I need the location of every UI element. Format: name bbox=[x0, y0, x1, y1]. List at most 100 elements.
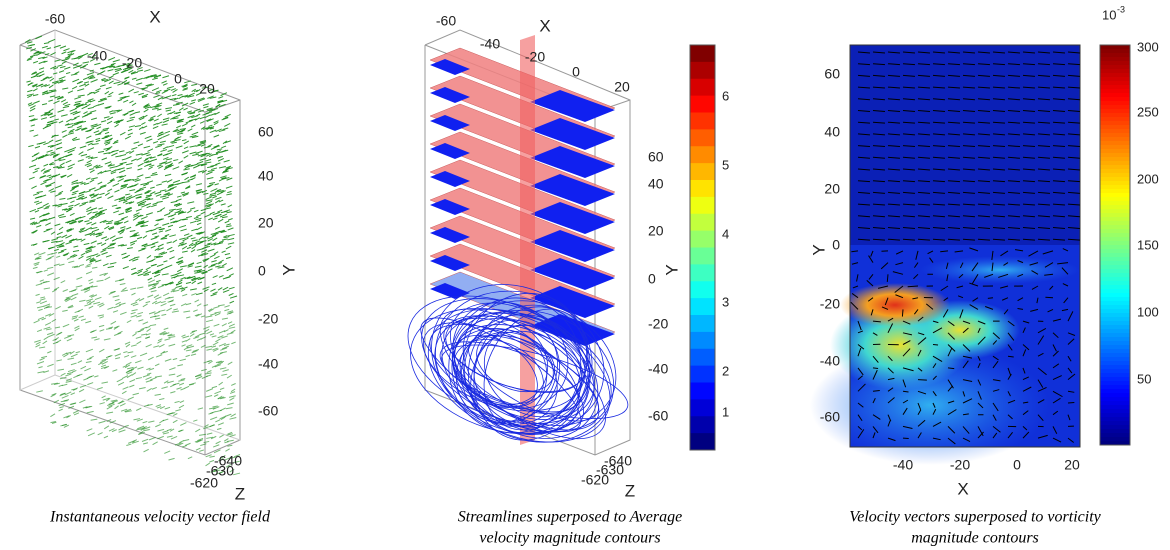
vector bbox=[226, 267, 234, 272]
arrow bbox=[1047, 308, 1054, 313]
streamline bbox=[451, 311, 599, 439]
vector bbox=[39, 218, 47, 222]
arrow bbox=[1007, 355, 1014, 358]
vector bbox=[88, 246, 96, 250]
arrow bbox=[962, 379, 973, 382]
vector bbox=[228, 326, 236, 329]
vector bbox=[178, 118, 185, 121]
vector bbox=[58, 158, 66, 162]
vector bbox=[197, 98, 206, 102]
vector bbox=[85, 155, 91, 158]
arrow bbox=[1007, 238, 1021, 241]
vector bbox=[127, 128, 133, 132]
vector bbox=[225, 464, 232, 468]
vector bbox=[67, 334, 75, 337]
vector bbox=[203, 440, 210, 444]
colorbar-tick-label: 300 bbox=[1137, 39, 1159, 54]
vector bbox=[203, 326, 210, 330]
vector bbox=[76, 276, 83, 280]
vector bbox=[182, 85, 187, 88]
arrow bbox=[932, 203, 946, 206]
vector bbox=[204, 203, 212, 207]
vector bbox=[224, 113, 231, 118]
arrow bbox=[1052, 51, 1066, 54]
vector bbox=[190, 163, 198, 167]
arrow bbox=[872, 367, 879, 369]
vector bbox=[137, 273, 144, 277]
arrow bbox=[947, 86, 961, 89]
y-tick-label: -40 bbox=[820, 353, 840, 369]
vector bbox=[53, 286, 60, 291]
vector bbox=[62, 101, 69, 105]
vector bbox=[225, 448, 230, 452]
vector bbox=[207, 242, 212, 245]
vector bbox=[204, 424, 209, 428]
vector bbox=[215, 162, 221, 166]
vector bbox=[124, 76, 130, 79]
vector bbox=[103, 425, 110, 430]
vector bbox=[100, 249, 107, 253]
arrow bbox=[932, 363, 937, 369]
vector bbox=[197, 232, 204, 235]
vector bbox=[72, 250, 80, 253]
vector bbox=[29, 107, 36, 112]
vector bbox=[90, 194, 98, 199]
vector bbox=[205, 345, 213, 348]
vector bbox=[114, 168, 121, 171]
vector bbox=[156, 263, 164, 267]
vector bbox=[43, 305, 50, 310]
vector bbox=[118, 212, 125, 216]
vector bbox=[164, 450, 171, 454]
vector bbox=[185, 281, 192, 284]
vector bbox=[163, 156, 169, 160]
y-axis-label: Y bbox=[662, 264, 681, 275]
vector bbox=[34, 145, 41, 149]
vector bbox=[40, 83, 47, 88]
vector bbox=[123, 351, 128, 354]
vector bbox=[218, 343, 226, 347]
vector bbox=[195, 240, 200, 244]
vector bbox=[181, 123, 188, 127]
arrow bbox=[992, 227, 1006, 229]
vector bbox=[203, 288, 209, 293]
vector bbox=[135, 195, 142, 199]
arrow bbox=[1067, 215, 1081, 218]
arrow bbox=[992, 86, 1006, 89]
arrow bbox=[1003, 309, 1009, 315]
caption: Instantaneous velocity vector field bbox=[49, 509, 271, 526]
arrow bbox=[1037, 180, 1051, 183]
vector bbox=[189, 220, 197, 224]
vector bbox=[144, 271, 152, 275]
colorbar-step bbox=[1100, 45, 1130, 50]
vector bbox=[211, 89, 218, 94]
arrow bbox=[917, 168, 931, 171]
arrow bbox=[1037, 379, 1044, 388]
arrow bbox=[1067, 168, 1081, 171]
vector bbox=[150, 173, 158, 176]
arrow bbox=[940, 250, 949, 253]
vector bbox=[150, 228, 157, 232]
vector bbox=[114, 220, 120, 223]
vector bbox=[195, 447, 201, 451]
arrow bbox=[1022, 320, 1030, 324]
vector bbox=[124, 82, 130, 85]
arrow bbox=[857, 180, 871, 183]
colorbar-tick-label: 1 bbox=[722, 404, 729, 419]
vector bbox=[30, 48, 37, 52]
vector bbox=[220, 203, 226, 206]
vector bbox=[186, 234, 193, 239]
vector bbox=[166, 307, 172, 312]
vector bbox=[168, 457, 175, 461]
vector bbox=[60, 248, 67, 252]
vector bbox=[195, 231, 203, 235]
vector bbox=[104, 135, 110, 138]
vector bbox=[89, 330, 95, 334]
vector bbox=[153, 311, 160, 315]
arrow bbox=[932, 327, 943, 334]
vector bbox=[210, 146, 218, 150]
vector bbox=[114, 68, 122, 73]
arrow bbox=[1052, 426, 1058, 434]
vector bbox=[90, 294, 98, 298]
vector bbox=[221, 345, 229, 350]
arrow bbox=[902, 74, 916, 77]
